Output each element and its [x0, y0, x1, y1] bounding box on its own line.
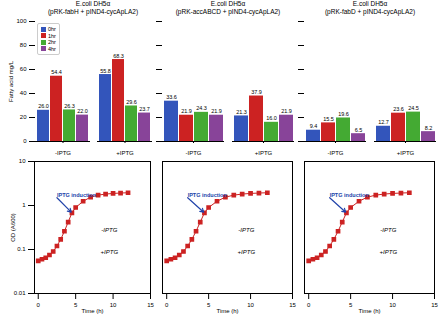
svg-text:Fatty acid mg/L: Fatty acid mg/L — [8, 60, 14, 102]
svg-text:20: 20 — [20, 114, 27, 120]
svg-text:IPTG induction: IPTG induction — [57, 192, 97, 198]
html-text:(pRK-accABCD + pIND4-cycApLA2): (pRK-accABCD + pIND4-cycApLA2) — [175, 7, 281, 15]
svg-text:5: 5 — [207, 302, 211, 308]
svg-text:9.4: 9.4 — [310, 123, 318, 129]
svg-text:23.7: 23.7 — [139, 106, 150, 112]
svg-text:-IPTG: -IPTG — [380, 227, 396, 233]
svg-text:8.2: 8.2 — [425, 125, 433, 131]
svg-text:10: 10 — [110, 302, 117, 308]
svg-text:100: 100 — [16, 18, 27, 24]
svg-text:60: 60 — [20, 66, 27, 72]
svg-text:21.3: 21.3 — [236, 109, 247, 115]
svg-text:1: 1 — [22, 202, 26, 208]
svg-text:26.0: 26.0 — [38, 103, 49, 109]
svg-text:15: 15 — [431, 302, 438, 308]
svg-text:21.9: 21.9 — [181, 108, 192, 114]
html-text:E.coli DH5α: E.coli DH5α — [352, 0, 388, 7]
svg-text:22.0: 22.0 — [77, 108, 88, 114]
svg-text:-IPTG: -IPTG — [238, 227, 254, 233]
html-text:E.coli DH5α: E.coli DH5α — [210, 0, 246, 7]
html-text:4hr: 4hr — [48, 45, 56, 52]
html-text:1hr: 1hr — [48, 32, 56, 39]
html-text:0hr: 0hr — [48, 26, 56, 32]
html-text:(pRK-fabH + pIND4-cycApLA2): (pRK-fabH + pIND4-cycApLA2) — [47, 7, 139, 15]
svg-text:0: 0 — [23, 138, 27, 144]
svg-text:0: 0 — [307, 302, 311, 308]
svg-text:68.3: 68.3 — [113, 53, 124, 59]
svg-text:29.6: 29.6 — [126, 99, 137, 105]
svg-text:16.0: 16.0 — [266, 115, 277, 121]
html-text:2hr: 2hr — [48, 39, 56, 45]
svg-text:15: 15 — [289, 302, 296, 308]
svg-text:54.4: 54.4 — [51, 69, 62, 75]
svg-text:80: 80 — [20, 42, 27, 48]
svg-text:5: 5 — [349, 302, 353, 308]
svg-text:15: 15 — [147, 302, 154, 308]
svg-text:15.5: 15.5 — [323, 116, 334, 122]
svg-text:40: 40 — [20, 90, 27, 96]
svg-text:6.5: 6.5 — [355, 127, 363, 133]
svg-text:5: 5 — [74, 302, 78, 308]
svg-text:10: 10 — [19, 158, 26, 164]
svg-text:+IPTG: +IPTG — [116, 149, 134, 156]
html-text:(pRK-fabD + pIND4-cycApLA2): (pRK-fabD + pIND4-cycApLA2) — [324, 7, 416, 15]
svg-text:24.3: 24.3 — [196, 105, 207, 111]
svg-text:55.8: 55.8 — [100, 68, 111, 74]
svg-text:+IPTG: +IPTG — [238, 249, 256, 255]
svg-text:0.1: 0.1 — [17, 246, 26, 252]
svg-text:23.6: 23.6 — [393, 106, 404, 112]
svg-text:IPTG induction: IPTG induction — [330, 192, 370, 198]
svg-text:24.5: 24.5 — [408, 105, 419, 111]
svg-text:33.6: 33.6 — [166, 94, 177, 100]
svg-text:Time (h): Time (h) — [216, 308, 238, 314]
svg-text:21.9: 21.9 — [281, 108, 292, 114]
svg-text:+IPTG: +IPTG — [101, 249, 119, 255]
svg-text:Time (h): Time (h) — [81, 308, 103, 314]
svg-text:-IPTG: -IPTG — [185, 149, 202, 156]
svg-text:0: 0 — [165, 302, 169, 308]
svg-text:12.7: 12.7 — [378, 119, 389, 125]
svg-text:IPTG induction: IPTG induction — [188, 192, 228, 198]
svg-text:21.9: 21.9 — [211, 108, 222, 114]
svg-text:-IPTG: -IPTG — [327, 149, 344, 156]
svg-text:+IPTG: +IPTG — [380, 249, 398, 255]
svg-text:26.3: 26.3 — [64, 103, 75, 109]
svg-text:-IPTG: -IPTG — [101, 227, 117, 233]
svg-text:10: 10 — [247, 302, 254, 308]
svg-text:+IPTG: +IPTG — [254, 149, 273, 156]
svg-text:0: 0 — [37, 302, 41, 308]
svg-text:OD (A600): OD (A600) — [10, 213, 16, 242]
svg-text:0.01: 0.01 — [14, 290, 26, 296]
svg-text:10: 10 — [389, 302, 396, 308]
svg-text:19.6: 19.6 — [338, 111, 349, 117]
html-text:E.coli DH5α: E.coli DH5α — [75, 0, 111, 7]
svg-text:-IPTG: -IPTG — [55, 149, 71, 156]
svg-text:37.9: 37.9 — [251, 89, 262, 95]
svg-text:Time (h): Time (h) — [358, 308, 380, 314]
svg-text:+IPTG: +IPTG — [396, 149, 415, 156]
